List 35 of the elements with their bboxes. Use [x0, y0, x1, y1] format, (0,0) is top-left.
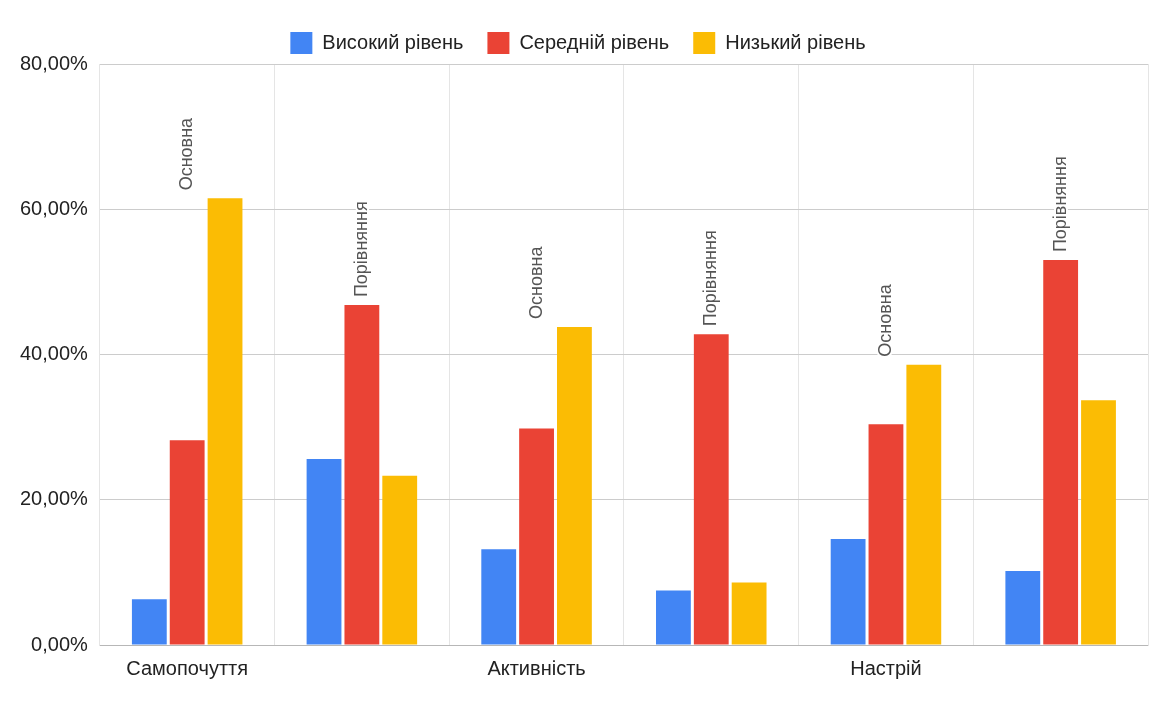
bar: [169, 440, 205, 645]
bar: [207, 198, 243, 645]
annotation: Порівняння: [350, 201, 371, 298]
bar: [693, 334, 729, 645]
y-tick-label: 60,00%: [19, 196, 89, 219]
y-tick-label: 40,00%: [19, 342, 89, 365]
bar: [1005, 570, 1041, 645]
bar: [1081, 400, 1116, 645]
bar: [868, 424, 904, 645]
bar: [481, 549, 517, 645]
bar: [519, 428, 554, 645]
y-tick-label: 80,00%: [19, 51, 89, 74]
bar: [557, 326, 592, 645]
annotation: Основна: [176, 116, 197, 191]
bar: [306, 459, 342, 645]
annotation: Основна: [525, 245, 546, 319]
y-tick-label: 20,00%: [19, 487, 89, 510]
annotation: Порівняння: [1049, 156, 1070, 253]
x-tick-label: Самопочуття: [126, 656, 249, 679]
bar: [344, 305, 380, 645]
legend-label: Низький рівень: [725, 30, 866, 53]
bar: [382, 475, 418, 645]
bar: [1043, 260, 1079, 645]
bar: [731, 582, 767, 645]
bar: [656, 590, 691, 645]
annotation: Основна: [874, 283, 895, 357]
x-tick-label: Активність: [487, 656, 586, 679]
y-tick-label: 0,00%: [31, 632, 89, 655]
legend-label: Середній рівень: [519, 30, 670, 53]
bar: [131, 599, 167, 645]
legend-label: Високий рівень: [322, 30, 464, 53]
bar: [830, 538, 866, 645]
annotation: Порівняння: [700, 230, 721, 327]
x-tick-label: Настрій: [850, 656, 922, 679]
bar: [906, 364, 942, 645]
